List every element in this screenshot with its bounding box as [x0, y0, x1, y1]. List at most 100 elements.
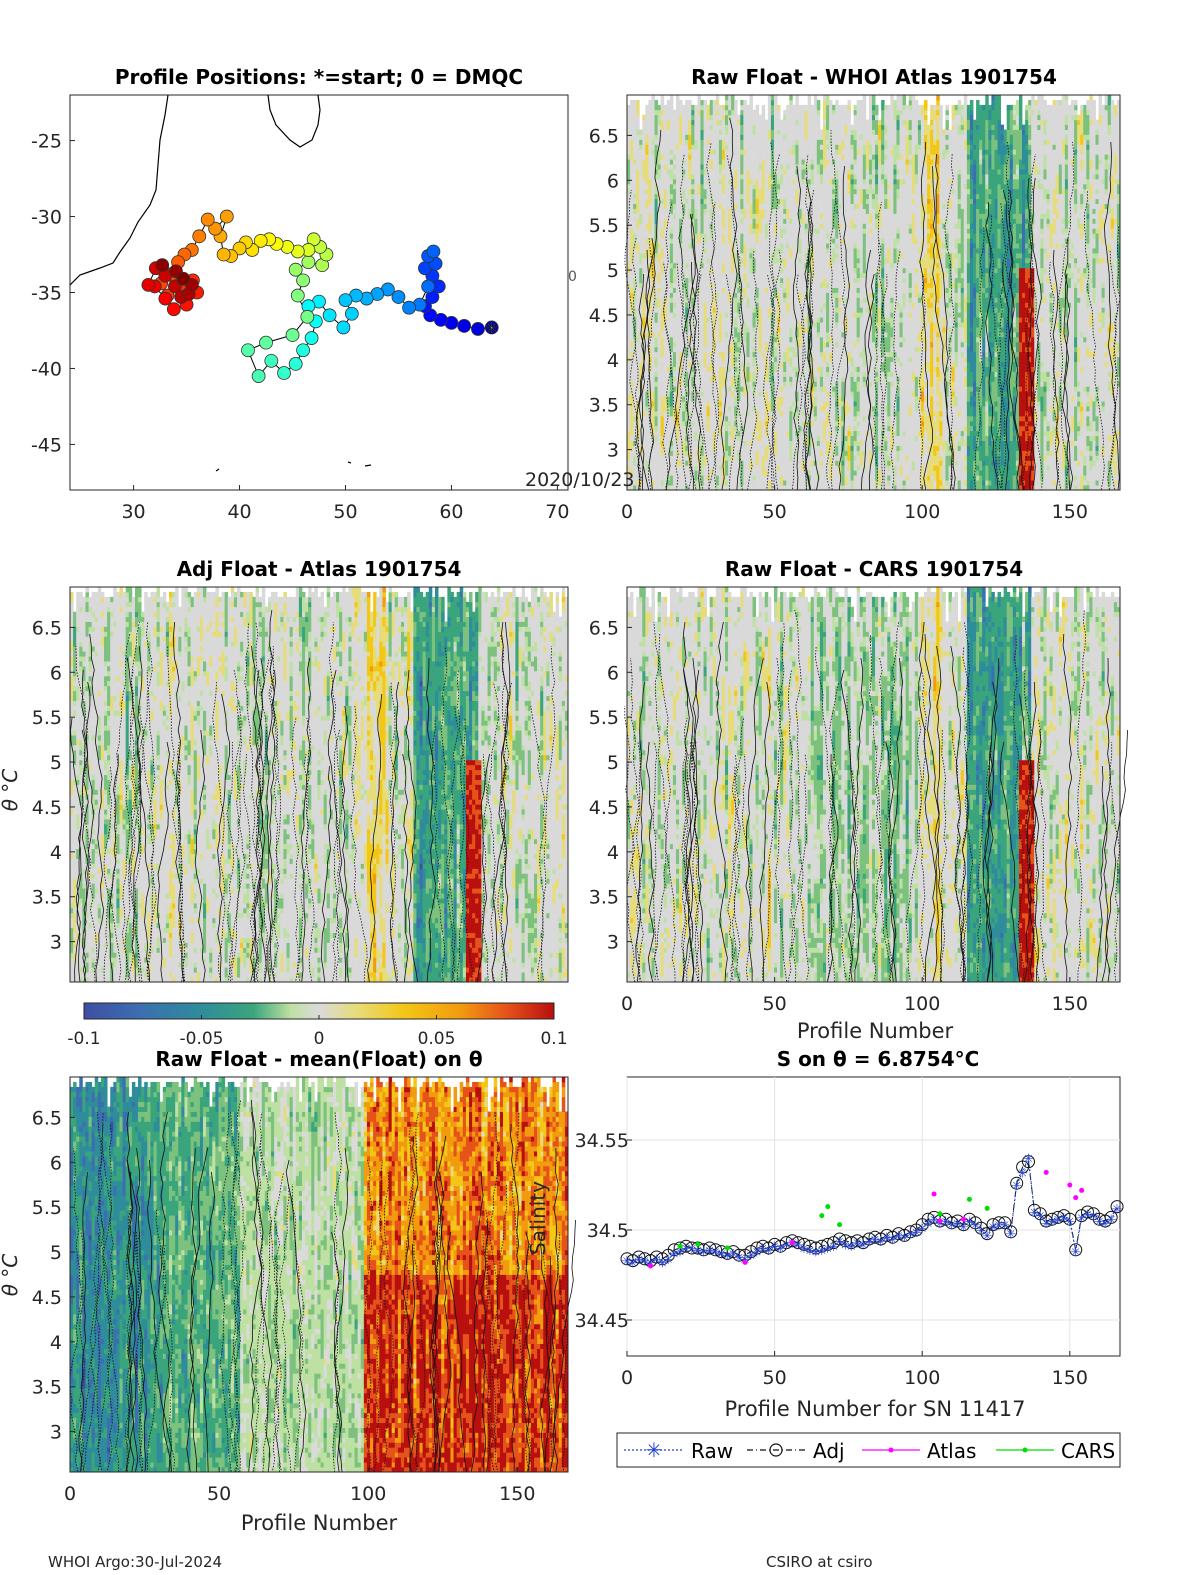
heatmap-cell: [636, 233, 639, 238]
heatmap-cell: [636, 317, 639, 322]
heatmap-cell: [648, 283, 651, 288]
panel1-heatmap: [625, 95, 1120, 490]
heatmap-cell: [630, 238, 633, 243]
heatmap-cell: [636, 258, 639, 263]
heatmap-cell: [648, 144, 651, 149]
heatmap-cell: [639, 258, 642, 263]
heatmap-cell: [630, 426, 633, 431]
heatmap-cell: [648, 184, 651, 189]
profile-position: [339, 294, 352, 307]
heatmap-cell: [636, 135, 639, 140]
heatmap-cell: [627, 347, 630, 352]
heatmap-cell: [636, 110, 639, 115]
heatmap-cell: [633, 421, 636, 426]
heatmap-cell: [645, 228, 648, 233]
heatmap-cell: [645, 436, 648, 441]
heatmap-cell: [639, 273, 642, 278]
heatmap-cell: [636, 288, 639, 293]
heatmap-cell: [630, 263, 633, 268]
heatmap-cell: [652, 411, 655, 416]
heatmap-cell: [652, 406, 655, 411]
heatmap-cell: [627, 372, 630, 377]
heatmap-cell: [652, 332, 655, 337]
heatmap-cell: [642, 149, 645, 154]
heatmap-cell: [639, 381, 642, 386]
heatmap-cell: [627, 169, 630, 174]
heatmap-cell: [630, 144, 633, 149]
map-ytick-label: -30: [31, 207, 62, 229]
heatmap-cell: [633, 199, 636, 204]
heatmap-cell: [633, 293, 636, 298]
heatmap-cell: [652, 228, 655, 233]
heatmap-cell: [652, 115, 655, 120]
heatmap-cell: [633, 184, 636, 189]
heatmap-cell: [630, 120, 633, 125]
heatmap-cell: [633, 139, 636, 144]
heatmap-cell: [642, 184, 645, 189]
heatmap-cell: [655, 480, 658, 485]
heatmap-cell: [630, 302, 633, 307]
heatmap-cell: [636, 273, 639, 278]
heatmap-cell: [652, 135, 655, 140]
heatmap-cell: [648, 110, 651, 115]
heatmap-cell: [633, 120, 636, 125]
heatmap-cell: [630, 110, 633, 115]
heatmap-cell: [645, 411, 648, 416]
heatmap-cell: [630, 174, 633, 179]
heatmap-cell: [627, 406, 630, 411]
heatmap-cell: [630, 169, 633, 174]
heatmap-cell: [652, 174, 655, 179]
heatmap-cell: [652, 421, 655, 426]
profile-position: [142, 278, 155, 291]
heatmap-cell: [642, 312, 645, 317]
heatmap-cell: [642, 248, 645, 253]
heatmap-cell: [645, 391, 648, 396]
heatmap-cell: [652, 386, 655, 391]
heatmap-cell: [652, 342, 655, 347]
heatmap-cell: [645, 357, 648, 362]
heatmap-cell: [636, 100, 639, 105]
heatmap-cell: [630, 451, 633, 456]
heatmap-cell: [648, 218, 651, 223]
heatmap-cell: [636, 144, 639, 149]
profile-position: [289, 357, 302, 370]
heatmap-cell: [652, 455, 655, 460]
heatmap-cell: [636, 194, 639, 199]
heatmap-cell: [627, 248, 630, 253]
heatmap-cell: [652, 144, 655, 149]
heatmap-cell: [627, 396, 630, 401]
heatmap-cell: [639, 169, 642, 174]
heatmap-cell: [630, 421, 633, 426]
heatmap-cell: [636, 199, 639, 204]
heatmap-cell: [630, 199, 633, 204]
heatmap-cell: [642, 209, 645, 214]
heatmap-cell: [648, 164, 651, 169]
heatmap-cell: [633, 144, 636, 149]
heatmap-cell: [633, 115, 636, 120]
heatmap-cell: [627, 110, 630, 115]
heatmap-cell: [627, 139, 630, 144]
heatmap-cell: [630, 460, 633, 465]
heatmap-cell: [642, 164, 645, 169]
heatmap-cell: [642, 174, 645, 179]
heatmap-cell: [652, 164, 655, 169]
heatmap-cell: [645, 130, 648, 135]
heatmap-cell: [648, 189, 651, 194]
heatmap-cell: [627, 263, 630, 268]
heatmap-cell: [627, 337, 630, 342]
heatmap-cell: [633, 189, 636, 194]
profile-position: [289, 263, 302, 276]
heatmap-cell: [652, 357, 655, 362]
heatmap-cell: [630, 139, 633, 144]
heatmap-cell: [636, 263, 639, 268]
heatmap-cell: [645, 174, 648, 179]
heatmap-cell: [648, 312, 651, 317]
heatmap-cell: [639, 214, 642, 219]
heatmap-cell: [648, 130, 651, 135]
heatmap-cell: [630, 337, 633, 342]
heatmap-cell: [645, 416, 648, 421]
heatmap-cell: [645, 184, 648, 189]
heatmap-cell: [645, 115, 648, 120]
heatmap-cell: [636, 223, 639, 228]
heatmap-cell: [642, 253, 645, 258]
